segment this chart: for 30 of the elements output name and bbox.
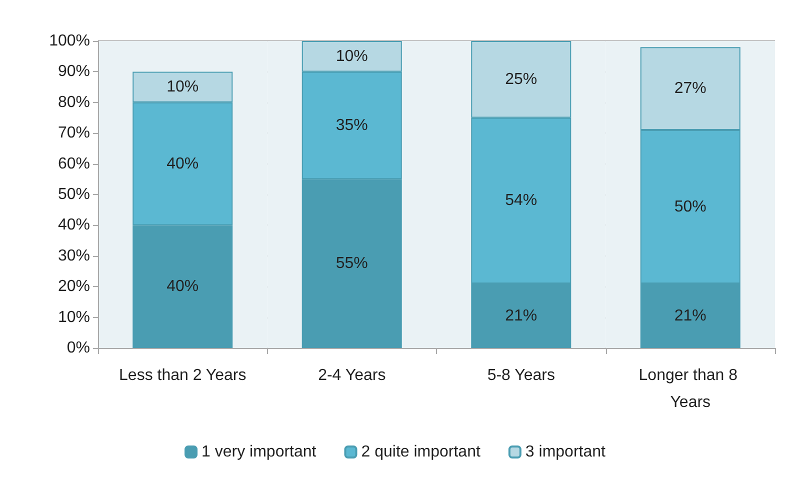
data-label: 35% [336, 116, 368, 134]
x-tick-label: 5-8 Years [487, 367, 555, 384]
y-tick-label: 0% [66, 340, 90, 356]
y-tick-label: 40% [58, 216, 90, 234]
y-tick-label: 20% [58, 278, 90, 296]
data-label: 54% [505, 192, 538, 210]
data-label: 40% [166, 155, 199, 172]
data-label: 21% [505, 307, 538, 324]
x-tick-label: Less than 2 Years [119, 367, 246, 384]
data-label: 10% [166, 78, 199, 96]
y-tick-label: 100% [49, 32, 90, 50]
y-tick-label: 30% [58, 247, 90, 264]
data-label: 40% [166, 278, 199, 296]
x-tick-label: 2-4 Years [318, 367, 386, 384]
data-label: 25% [505, 70, 538, 88]
legend-label: 1 very important [202, 444, 317, 460]
y-tick-label: 50% [58, 186, 90, 203]
data-label: 27% [674, 80, 706, 98]
x-tick-label: Longer than 8 Years [638, 367, 742, 411]
legend-label: 3 important [525, 444, 606, 460]
data-label: 21% [674, 307, 706, 324]
legend-label: 2 quite important [361, 444, 481, 460]
data-label: 10% [336, 48, 368, 65]
y-tick-label: 70% [58, 124, 90, 142]
y-tick-label: 60% [58, 155, 90, 172]
y-tick-label: 80% [58, 94, 90, 111]
y-tick-label: 10% [58, 308, 90, 326]
data-label: 50% [674, 198, 706, 216]
y-tick-label: 90% [58, 63, 90, 80]
data-label: 55% [336, 255, 368, 272]
